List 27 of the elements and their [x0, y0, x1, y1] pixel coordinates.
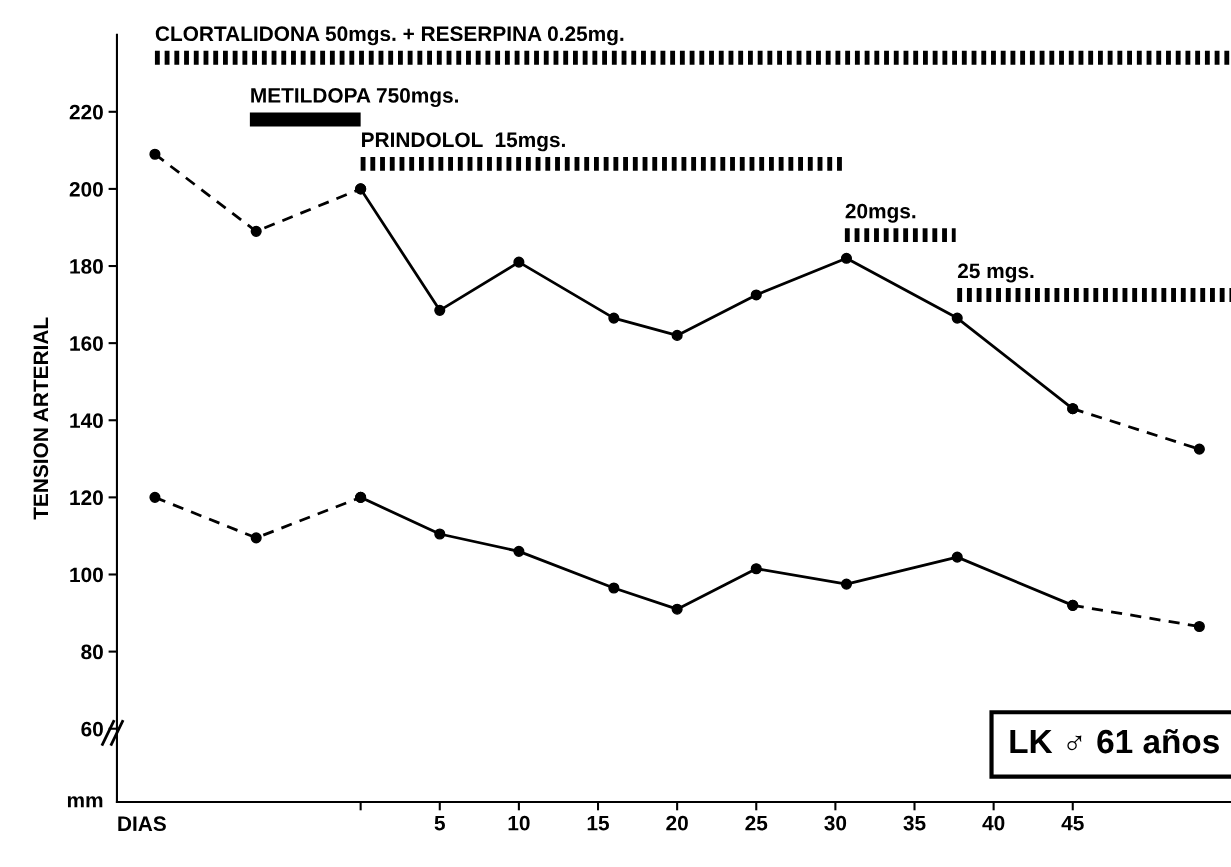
x-axis-title: DIAS [118, 816, 166, 832]
y-tick-label: 180 [70, 259, 103, 274]
series-label: 25 mgs. [957, 263, 1034, 283]
series-label: CLORTALIDONA 50mgs. + RESERPINA 0.25mg. [155, 26, 624, 46]
x-tick-label: 30 [824, 815, 847, 831]
x-tick-label: 25 [745, 815, 768, 831]
text: mm [67, 796, 103, 808]
y-tick-label: 200 [69, 181, 103, 197]
y-axis-title: TENSION ARTERIAL [33, 317, 49, 520]
x-tick-label: 15 [587, 815, 610, 831]
x-tick-label: 45 [1061, 815, 1084, 831]
y-tick-label: 60 [81, 721, 103, 737]
y-tick-label: 140 [70, 413, 103, 429]
series-label: PRINDOLOL 15mgs. [362, 132, 565, 152]
y-tick-label: 80 [81, 644, 103, 660]
annotation: LK ♂ 61 años [1010, 729, 1219, 754]
x-tick-label: 5 [434, 815, 445, 831]
series-label: METILDOPA 750mgs. [251, 88, 458, 108]
x-tick-label: 20 [666, 815, 688, 831]
y-tick-label: 120 [70, 490, 103, 506]
x-tick-label: 40 [982, 815, 1005, 831]
x-tick-label: 35 [903, 815, 926, 831]
y-tick-label: 100 [70, 567, 103, 583]
y-tick-label: 160 [70, 336, 103, 351]
x-tick-label: 10 [508, 815, 530, 831]
y-tick-label: 220 [69, 104, 103, 120]
series-label: 20mgs. [845, 203, 916, 223]
